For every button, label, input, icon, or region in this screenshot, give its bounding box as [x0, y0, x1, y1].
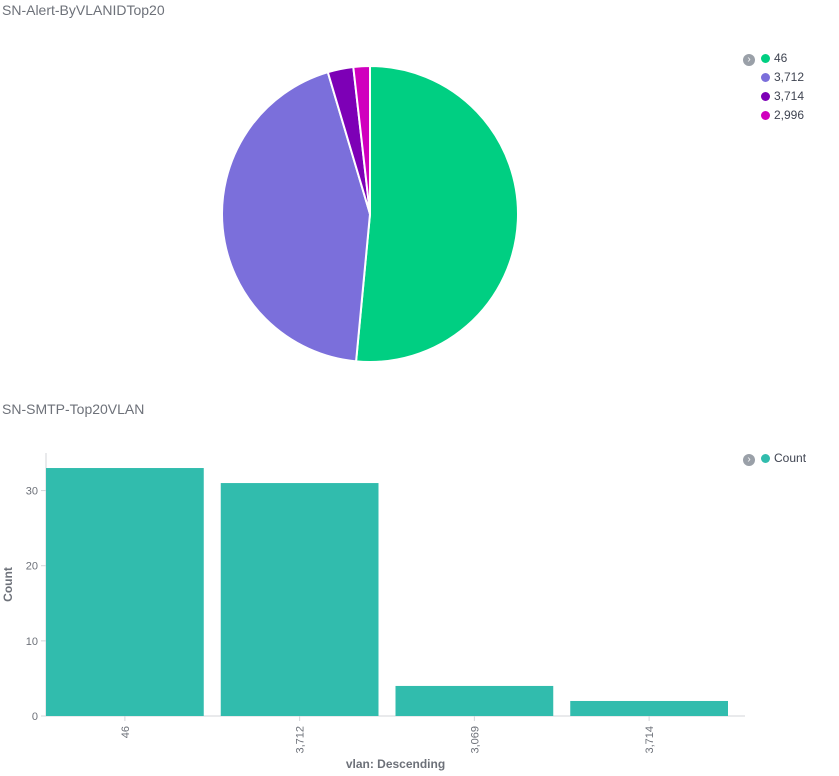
legend-dot-icon [761, 54, 770, 63]
legend-toggle-icon[interactable]: › [743, 54, 755, 66]
bar-3[interactable] [570, 700, 728, 716]
pie-legend-item[interactable]: 2,996 [761, 107, 804, 123]
bar-1[interactable] [220, 483, 379, 716]
pie-slice-3[interactable] [352, 64, 371, 215]
y-tick-label: 20 [26, 561, 38, 573]
bar-2[interactable] [395, 685, 554, 716]
legend-label: Count [774, 451, 807, 465]
pie-legend-item[interactable]: 3,714 [761, 88, 804, 104]
x-tick-label: 3,712 [295, 726, 307, 754]
bar-legend-item[interactable]: Count [761, 450, 806, 466]
y-tick-label: 30 [26, 486, 38, 498]
x-axis-title: vlan: Descending [346, 757, 445, 771]
pie-chart-title: SN-Alert-ByVLANIDTop20 [2, 2, 165, 18]
legend-label: 2,996 [774, 108, 805, 122]
legend-label: 46 [774, 51, 788, 65]
pie-legend-item[interactable]: 3,712 [761, 69, 804, 85]
pie-legend-item[interactable]: 46 [761, 50, 787, 66]
legend-label: 3,714 [774, 89, 805, 103]
x-tick-label: 46 [120, 726, 132, 738]
y-tick-label: 10 [26, 636, 38, 648]
bar-0[interactable] [46, 468, 204, 716]
pie-chart [221, 64, 519, 363]
pie-slice-0[interactable] [354, 64, 519, 363]
bar-chart-title: SN-SMTP-Top20VLAN [2, 401, 145, 417]
legend-toggle-icon[interactable]: › [743, 454, 755, 466]
legend-dot-icon [761, 111, 770, 120]
legend-dot-icon [761, 73, 770, 82]
legend-dot-icon [761, 454, 770, 463]
legend-label: 3,712 [774, 70, 805, 84]
x-tick-label: 3,714 [644, 726, 656, 754]
legend-dot-icon [761, 92, 770, 101]
pie-slice-1[interactable] [221, 70, 372, 363]
y-tick-label: 0 [32, 711, 38, 723]
x-tick-label: 3,069 [469, 726, 481, 754]
y-axis-title: Count [1, 567, 15, 602]
